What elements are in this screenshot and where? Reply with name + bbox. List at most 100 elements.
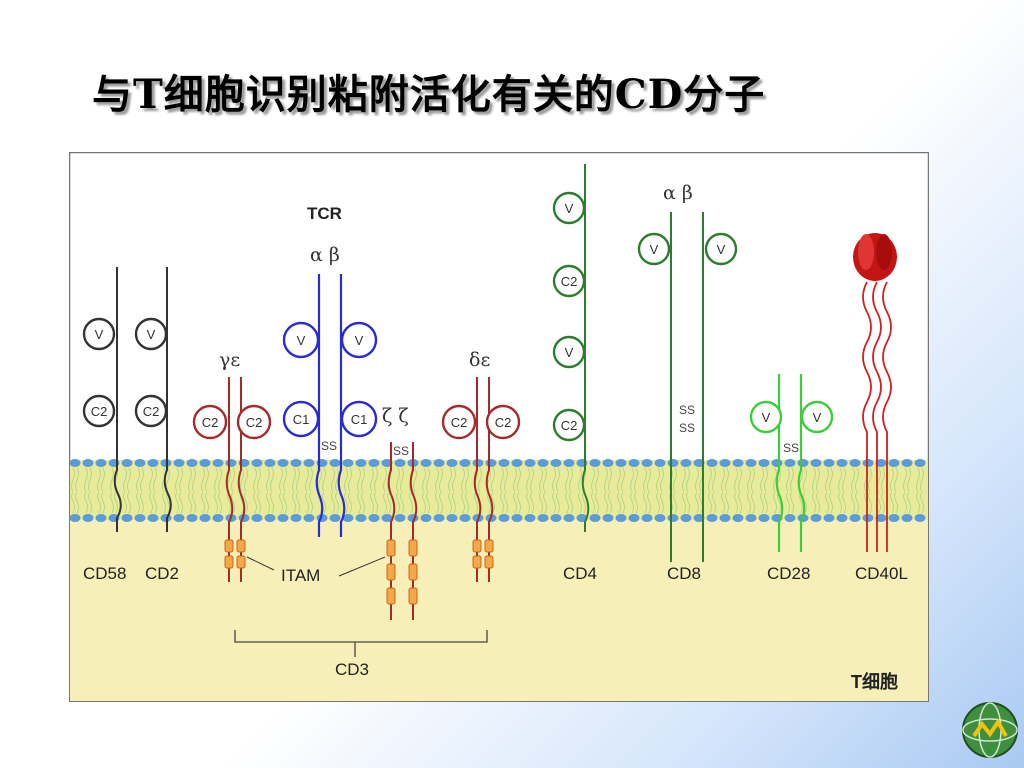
lipid-tail-outer	[318, 467, 326, 493]
lipid-heads	[69, 459, 926, 522]
lipid-tail-inner	[903, 492, 911, 514]
cd3-bracket	[234, 630, 488, 657]
lipid-tail-outer	[682, 467, 690, 493]
itam-box	[386, 587, 396, 605]
itam-box	[484, 555, 494, 569]
cd2-molecule	[163, 267, 172, 532]
lipid-head-outer	[901, 459, 913, 467]
svg-text:V: V	[565, 201, 574, 216]
lipid-tail-inner	[305, 492, 313, 514]
lipid-head-inner	[420, 514, 432, 522]
lipid-head-outer	[225, 459, 237, 467]
svg-text:V: V	[650, 242, 659, 257]
svg-text:V: V	[813, 410, 822, 425]
cd8-alpha-v-domain: V	[637, 232, 671, 266]
lipid-head-inner	[901, 514, 913, 522]
cd4-d3-v-domain: V	[552, 335, 586, 369]
itam-box	[224, 539, 234, 553]
svg-text:C2: C2	[246, 415, 263, 430]
lipid-tail-inner	[747, 492, 755, 514]
cd8-molecule	[670, 212, 704, 562]
lipid-tail-inner	[149, 492, 157, 514]
itam-motifs	[224, 539, 494, 605]
cd2-v-domain: V	[134, 317, 168, 351]
lipid-head-outer	[654, 459, 666, 467]
cd28-label: CD28	[767, 564, 811, 583]
lipid-head-inner	[251, 514, 263, 522]
lipid-tail-inner	[331, 492, 339, 514]
lipid-tail-inner	[734, 492, 742, 514]
lipid-head-outer	[212, 459, 224, 467]
lipid-tail-inner	[838, 492, 846, 514]
lipid-head-outer	[511, 459, 523, 467]
cd8-beta-v-domain: V	[704, 232, 738, 266]
lipid-head-inner	[849, 514, 861, 522]
lipid-head-inner	[862, 514, 874, 522]
lipid-head-outer	[290, 459, 302, 467]
cd2-c2-domain: C2	[134, 394, 168, 428]
cd4-d4-c2-domain: C2	[552, 408, 586, 442]
lipid-tail-outer	[812, 467, 820, 493]
svg-text:C1: C1	[293, 412, 310, 427]
lipid-head-inner	[784, 514, 796, 522]
lipid-tail-outer	[604, 467, 612, 493]
lipid-head-outer	[355, 459, 367, 467]
lipid-head-outer	[459, 459, 471, 467]
lipid-tail-outer	[903, 467, 911, 493]
lipid-head-inner	[355, 514, 367, 522]
lipid-head-outer	[498, 459, 510, 467]
globe-logo-icon	[960, 700, 1020, 760]
lipid-head-inner	[433, 514, 445, 522]
lipid-tail-outer	[448, 467, 456, 493]
lipid-tail-outer	[97, 467, 105, 493]
lipid-head-outer	[680, 459, 692, 467]
cd4-molecule	[581, 164, 590, 532]
cd3-gamma-epsilon-label: γε	[219, 349, 241, 371]
cd4-d1-v-domain: V	[552, 191, 586, 225]
lipid-tail-inner	[227, 492, 235, 514]
lipid-head-outer	[784, 459, 796, 467]
lipid-tail-inner	[253, 492, 261, 514]
lipid-tail-inner	[708, 492, 716, 514]
lipid-tail-outer	[617, 467, 625, 493]
lipid-tail-outer	[292, 467, 300, 493]
cd28-v-domain-right: V	[800, 400, 834, 434]
lipid-head-inner	[758, 514, 770, 522]
lipid-head-inner	[212, 514, 224, 522]
tcr-label: TCR	[307, 204, 342, 223]
lipid-tail-inner	[123, 492, 131, 514]
lipid-tail-outer	[305, 467, 313, 493]
lipid-tail-inner	[201, 492, 209, 514]
svg-text:C2: C2	[143, 404, 160, 419]
lipid-head-outer	[69, 459, 81, 467]
lipid-tail-inner	[344, 492, 352, 514]
lipid-tail-inner	[552, 492, 560, 514]
lipid-head-inner	[121, 514, 133, 522]
cd3-zeta-zeta-label: ζ ζ	[382, 405, 409, 427]
lipid-tail-outer	[149, 467, 157, 493]
lipid-tail-inner	[539, 492, 547, 514]
lipid-head-outer	[875, 459, 887, 467]
lipid-head-outer	[615, 459, 627, 467]
lipid-tail-inner	[435, 492, 443, 514]
cd58-c2-domain: C2	[82, 394, 116, 428]
lipid-head-outer	[602, 459, 614, 467]
lipid-tail-outer	[708, 467, 716, 493]
lipid-tail-inner	[799, 492, 807, 514]
lipid-tail-outer	[240, 467, 248, 493]
lipid-head-outer	[485, 459, 497, 467]
lipid-head-inner	[628, 514, 640, 522]
lipid-tail-outer	[201, 467, 209, 493]
lipid-tails	[71, 467, 924, 514]
itam-box	[408, 539, 418, 557]
lipid-head-inner	[82, 514, 94, 522]
lipid-tail-outer	[747, 467, 755, 493]
lipid-head-inner	[810, 514, 822, 522]
cd58-label: CD58	[83, 564, 127, 583]
lipid-head-outer	[849, 459, 861, 467]
lipid-tail-inner	[500, 492, 508, 514]
slide-title: 与T细胞识别粘附活化有关的CD分子	[92, 71, 766, 118]
cd40l-label: CD40L	[855, 564, 908, 583]
tcr-beta-v-domain: V	[340, 321, 378, 359]
lipid-head-outer	[823, 459, 835, 467]
